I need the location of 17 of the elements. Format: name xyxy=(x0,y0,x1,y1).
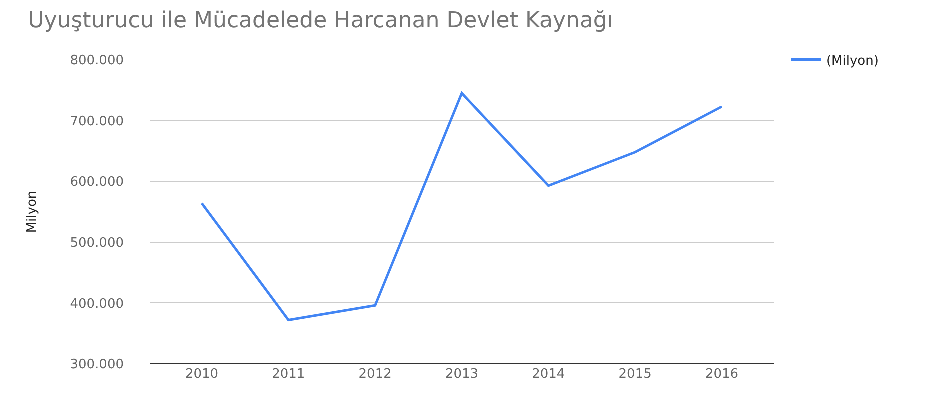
x-tick-label: 2015 xyxy=(618,367,652,382)
line-series xyxy=(200,92,724,322)
x-tick-label: 2014 xyxy=(532,367,566,382)
x-tick-label: 2016 xyxy=(705,367,739,382)
x-tick-label: 2011 xyxy=(272,367,306,382)
y-tick-label: 700.000 xyxy=(70,114,124,130)
legend-label: (Milyon) xyxy=(826,54,879,69)
y-tick-label: 400.000 xyxy=(70,296,124,312)
y-tick-label: 800.000 xyxy=(70,54,124,69)
y-tick-label: 500.000 xyxy=(70,236,124,251)
chart-title: Uyuşturucu ile Mücadelede Harcanan Devlet Kaynağı xyxy=(28,8,614,34)
y-axis-title: Milyon xyxy=(25,190,40,234)
x-tick-label: 2010 xyxy=(185,367,219,382)
y-tick-label: 600.000 xyxy=(70,175,124,190)
x-tick-label: 2013 xyxy=(445,367,479,382)
x-tick-label: 2012 xyxy=(358,367,392,382)
y-tick-label: 300.000 xyxy=(70,358,124,373)
